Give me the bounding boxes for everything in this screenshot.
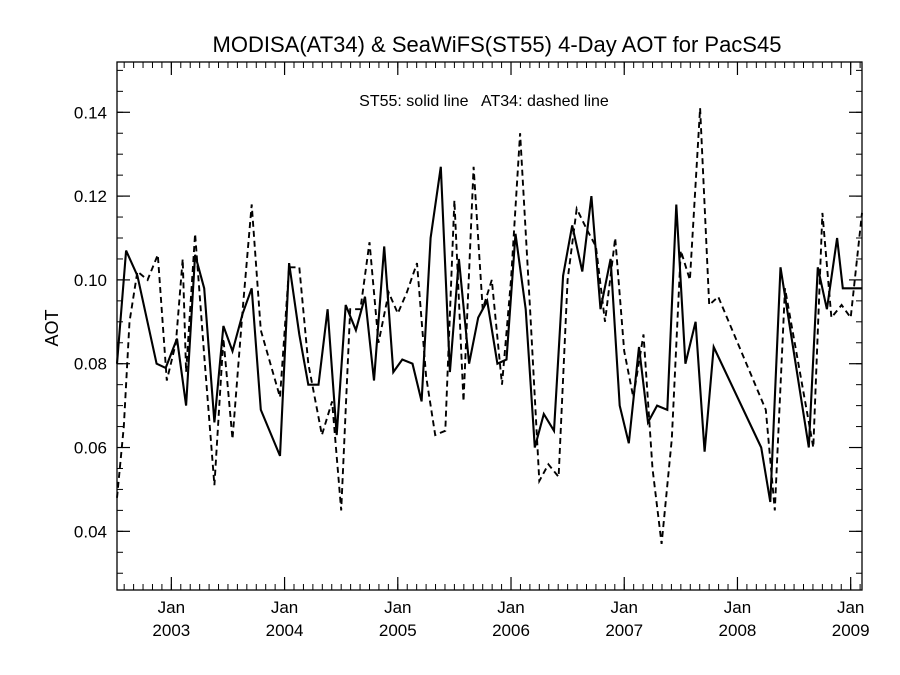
x-tick-label-month: Jan — [724, 598, 751, 617]
series-layer — [115, 108, 863, 545]
solid-series-line — [115, 166, 862, 503]
chart-title: MODISA(AT34) & SeaWiFS(ST55) 4-Day AOT f… — [213, 32, 782, 57]
x-tick-label-month: Jan — [384, 598, 411, 617]
legend-annotation: ST55: solid line AT34: dashed line — [359, 93, 609, 110]
y-tick-label: 0.08 — [74, 355, 107, 374]
x-tick-label-month: Jan — [497, 598, 524, 617]
x-tick-label-year: 2003 — [152, 621, 190, 640]
x-tick-label-month: Jan — [611, 598, 638, 617]
x-tick-label-year: 2004 — [266, 621, 304, 640]
y-tick-label: 0.10 — [74, 271, 107, 290]
dashed-series-line — [116, 108, 863, 545]
y-tick-label: 0.04 — [74, 522, 107, 541]
y-tick-label: 0.14 — [74, 103, 107, 122]
axes: 0.04 0.06 0.08 0.10 0.12 0.14 Jan 2003 Jan 2004 Ja… — [74, 62, 870, 640]
x-tick-label-year: 2005 — [379, 621, 417, 640]
plot-frame — [116, 61, 863, 591]
y-tick-label: 0.06 — [74, 439, 107, 458]
y-tick-label: 0.12 — [74, 187, 107, 206]
y-axis-label: AOT — [42, 309, 62, 346]
x-tick-label-year: 2006 — [492, 621, 530, 640]
x-tick-label-month: Jan — [837, 598, 864, 617]
x-tick-label-year: 2008 — [719, 621, 757, 640]
x-tick-label-month: Jan — [271, 598, 298, 617]
x-tick-label-year: 2009 — [832, 621, 870, 640]
x-tick-label-month: Jan — [158, 598, 185, 617]
x-tick-label-year: 2007 — [605, 621, 643, 640]
